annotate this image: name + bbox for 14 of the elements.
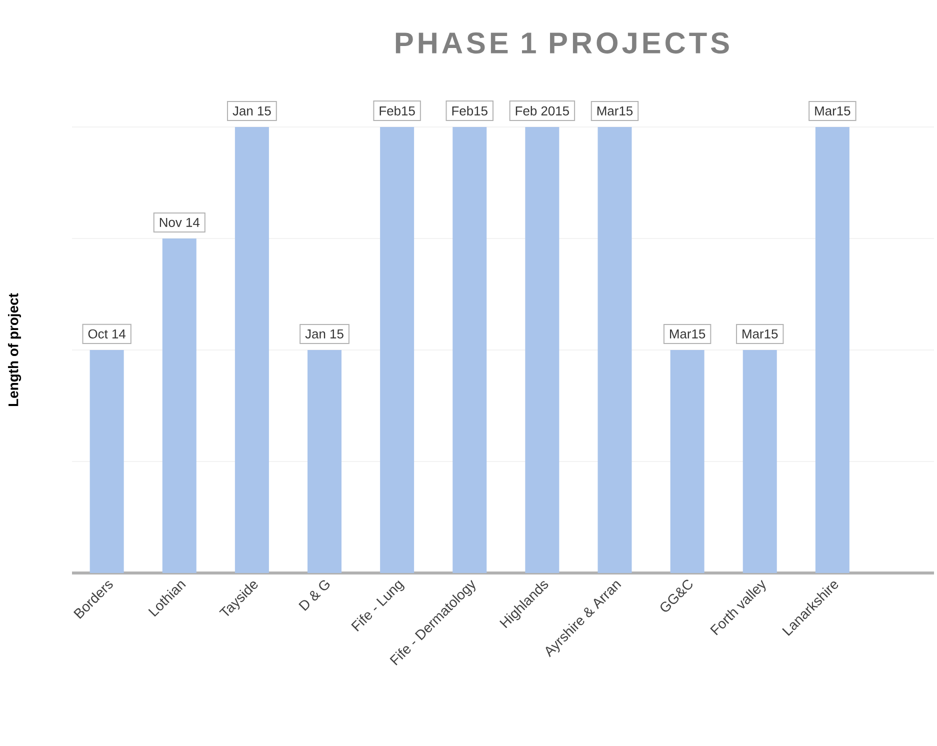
annotation: Feb 2015 xyxy=(516,106,569,116)
chart-title: PHASE 1 PROJECTS xyxy=(396,32,729,54)
annotation: Mar15 xyxy=(670,329,706,338)
annotation: Jan 15 xyxy=(232,106,271,116)
annotation: Feb15 xyxy=(380,106,415,116)
x-tick-label: D & G xyxy=(298,580,330,611)
annotation: Jan 15 xyxy=(305,329,344,338)
annotation: Feb15 xyxy=(452,106,488,116)
annotation: Oct 14 xyxy=(88,329,126,338)
annotation: Mar15 xyxy=(815,106,850,116)
annotation: Mar15 xyxy=(597,106,633,116)
annotation: Mar15 xyxy=(742,329,778,338)
annotation: Nov 14 xyxy=(160,218,200,227)
y-axis-title: Length of project xyxy=(8,293,22,406)
